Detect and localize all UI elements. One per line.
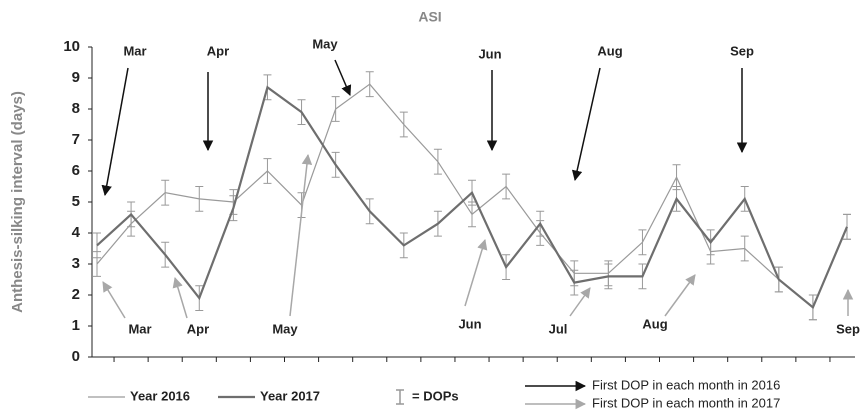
- legend-label: First DOP in each month in 2016: [592, 377, 780, 392]
- y-tick-label: 1: [72, 317, 80, 334]
- series-line: [96, 83, 848, 309]
- y-tick-label: 5: [72, 193, 80, 210]
- month-arrow: [172, 276, 188, 319]
- month-arrow: [569, 287, 591, 317]
- month-label: Sep: [730, 43, 754, 58]
- y-tick-label: 8: [72, 100, 80, 117]
- error-legend-icon: [396, 389, 404, 405]
- legend-label: First DOP in each month in 2017: [592, 395, 780, 410]
- month-label: Jun: [458, 316, 481, 331]
- month-arrow: [464, 238, 488, 307]
- month-label: Sep: [836, 321, 860, 336]
- y-tick-label: 4: [72, 224, 81, 241]
- month-label: Apr: [187, 321, 209, 336]
- y-tick-label: 6: [72, 162, 80, 179]
- y-axis-label: Anthesis-silking interval (days): [9, 91, 26, 313]
- month-label: May: [272, 321, 298, 336]
- month-arrow: [289, 153, 313, 317]
- month-arrow: [664, 274, 696, 317]
- month-label: May: [312, 36, 338, 51]
- month-label: Aug: [642, 316, 667, 331]
- y-tick-label: 7: [72, 131, 80, 148]
- month-label: Aug: [597, 43, 622, 58]
- legend-label: = DOPs: [412, 388, 459, 403]
- month-arrow: [571, 67, 601, 182]
- month-arrow: [102, 281, 126, 319]
- month-arrow: [101, 67, 129, 197]
- month-label: Mar: [123, 43, 146, 58]
- y-tick-label: 2: [72, 286, 80, 303]
- series-line: [96, 85, 849, 310]
- month-label: Mar: [128, 321, 151, 336]
- legend-label: Year 2016: [130, 388, 190, 403]
- y-tick-label: 9: [72, 69, 80, 86]
- legend-label: Year 2017: [260, 388, 320, 403]
- month-label: Apr: [207, 43, 229, 58]
- month-label: Jun: [478, 46, 501, 61]
- y-tick-label: 3: [72, 255, 80, 272]
- chart-title: ASI: [418, 9, 441, 25]
- y-tick-label: 0: [72, 348, 80, 365]
- month-label: Jul: [549, 321, 568, 336]
- month-arrow: [334, 59, 352, 96]
- y-tick-label: 10: [63, 38, 80, 55]
